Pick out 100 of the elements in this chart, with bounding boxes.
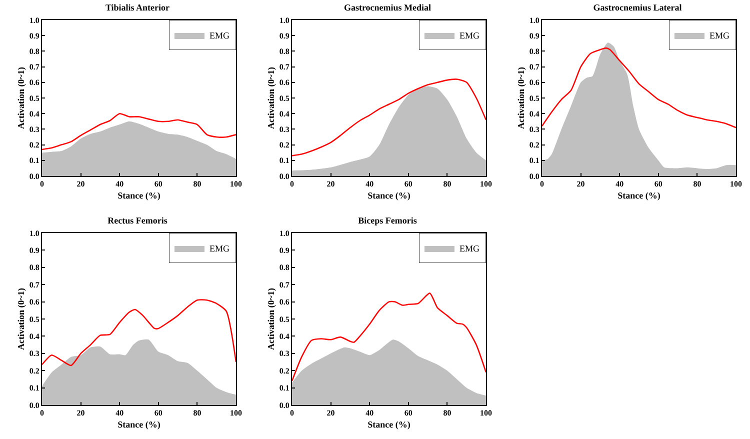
y-tick-label: 1.0 [279,228,290,238]
x-tick-label: 100 [230,180,242,189]
y-tick-label: 1.0 [29,228,40,238]
x-tick-label: 100 [730,180,742,189]
x-tick-label: 20 [326,180,335,189]
y-tick-label: 0.7 [279,62,290,72]
y-axis-title: Activation (0~1) [16,288,26,350]
y-tick-label: 0.3 [279,125,290,134]
y-tick-label: 0.2 [279,366,290,376]
y-tick-label: 0.5 [29,314,40,324]
y-tick-label: 0.1 [279,156,290,166]
line-series [42,299,236,366]
x-tick-label: 60 [404,408,412,418]
x-axis-title: Stance (%) [118,190,160,200]
x-tick-label: 40 [616,180,624,189]
x-tick-label: 0 [290,180,294,189]
x-axis-title: Stance (%) [118,419,160,430]
x-tick-label: 0 [540,180,544,189]
y-tick-label: 0.6 [279,298,290,307]
y-tick-label: 0.2 [529,140,540,150]
y-tick-label: 0.0 [529,172,540,181]
x-tick-label: 100 [480,180,492,189]
y-tick-label: 0.0 [279,400,290,410]
legend-label: EMG [460,30,480,41]
legend-label: EMG [210,30,230,41]
y-axis-title: Activation (0~1) [516,67,526,129]
legend-label: EMG [210,244,230,254]
x-tick-label: 60 [154,408,162,418]
line-series [292,292,486,382]
y-tick-label: 0.5 [279,314,290,324]
y-tick-label: 0.2 [279,140,290,150]
y-tick-label: 0.5 [529,94,540,103]
y-tick-label: 0.9 [29,246,40,255]
x-tick-label: 100 [230,408,242,418]
x-tick-label: 80 [193,180,202,189]
y-tick-label: 1.0 [29,16,40,25]
y-tick-label: 0.3 [29,125,40,134]
y-tick-label: 0.2 [29,366,40,376]
x-tick-label: 20 [76,180,85,189]
chart-title: Tibialis Anterior [105,2,170,12]
y-tick-label: 1.0 [529,16,540,25]
y-tick-label: 0.0 [279,172,290,181]
y-tick-label: 0.6 [279,78,290,88]
y-tick-label: 0.2 [29,140,40,150]
y-tick-label: 0.9 [529,31,540,40]
x-tick-label: 80 [443,408,452,418]
chart-title: Gastrocnemius Medial [344,2,432,12]
x-tick-label: 0 [40,180,44,189]
y-tick-label: 0.7 [279,280,290,290]
y-tick-label: 0.8 [29,263,40,272]
y-tick-label: 0.4 [29,332,40,341]
y-tick-label: 0.8 [529,47,540,56]
y-tick-label: 0.6 [29,298,40,307]
y-tick-label: 0.7 [529,62,540,72]
y-tick-label: 0.1 [29,156,40,166]
y-tick-label: 0.3 [529,125,540,134]
y-tick-label: 0.0 [29,400,40,410]
y-tick-label: 0.1 [279,384,290,393]
x-tick-label: 20 [576,180,585,189]
legend-label: EMG [710,30,730,41]
y-tick-label: 0.9 [279,246,290,255]
y-tick-label: 0.8 [279,263,290,272]
line-series [542,47,736,128]
y-tick-label: 0.7 [29,280,40,290]
y-tick-label: 0.3 [279,349,290,358]
y-tick-label: 0.8 [279,47,290,56]
y-tick-label: 0.1 [529,156,540,166]
x-tick-label: 100 [480,408,492,418]
y-tick-label: 0.9 [279,31,290,40]
y-axis-title: Activation (0~1) [266,288,276,350]
y-tick-label: 0.6 [529,78,540,88]
y-tick-label: 0.4 [279,332,290,341]
y-tick-label: 0.7 [29,62,40,72]
x-axis-title: Stance (%) [368,190,410,200]
x-tick-label: 80 [193,408,202,418]
y-tick-label: 0.9 [29,31,40,40]
y-tick-label: 0.8 [29,47,40,56]
x-tick-label: 40 [366,408,374,418]
x-axis-title: Stance (%) [368,419,410,430]
chart-title: Rectus Femoris [108,215,168,226]
y-tick-label: 0.4 [529,109,540,118]
legend-label: EMG [460,244,480,254]
y-tick-label: 0.5 [29,94,40,103]
chart-title: Biceps Femoris [358,215,418,226]
x-tick-label: 40 [116,408,124,418]
y-axis-title: Activation (0~1) [266,67,276,129]
x-tick-label: 80 [443,180,452,189]
y-tick-label: 0.1 [29,384,40,393]
line-series [42,112,236,150]
x-tick-label: 20 [76,408,85,418]
y-tick-label: 0.5 [279,94,290,103]
x-tick-label: 40 [366,180,374,189]
y-tick-label: 0.4 [29,109,40,118]
x-tick-label: 0 [290,408,294,418]
line-series [292,78,486,156]
x-tick-label: 60 [154,180,162,189]
y-tick-label: 1.0 [279,16,290,25]
chart-title: Gastrocnemius Lateral [593,2,682,12]
x-tick-label: 0 [40,408,44,418]
x-axis-title: Stance (%) [618,190,660,200]
